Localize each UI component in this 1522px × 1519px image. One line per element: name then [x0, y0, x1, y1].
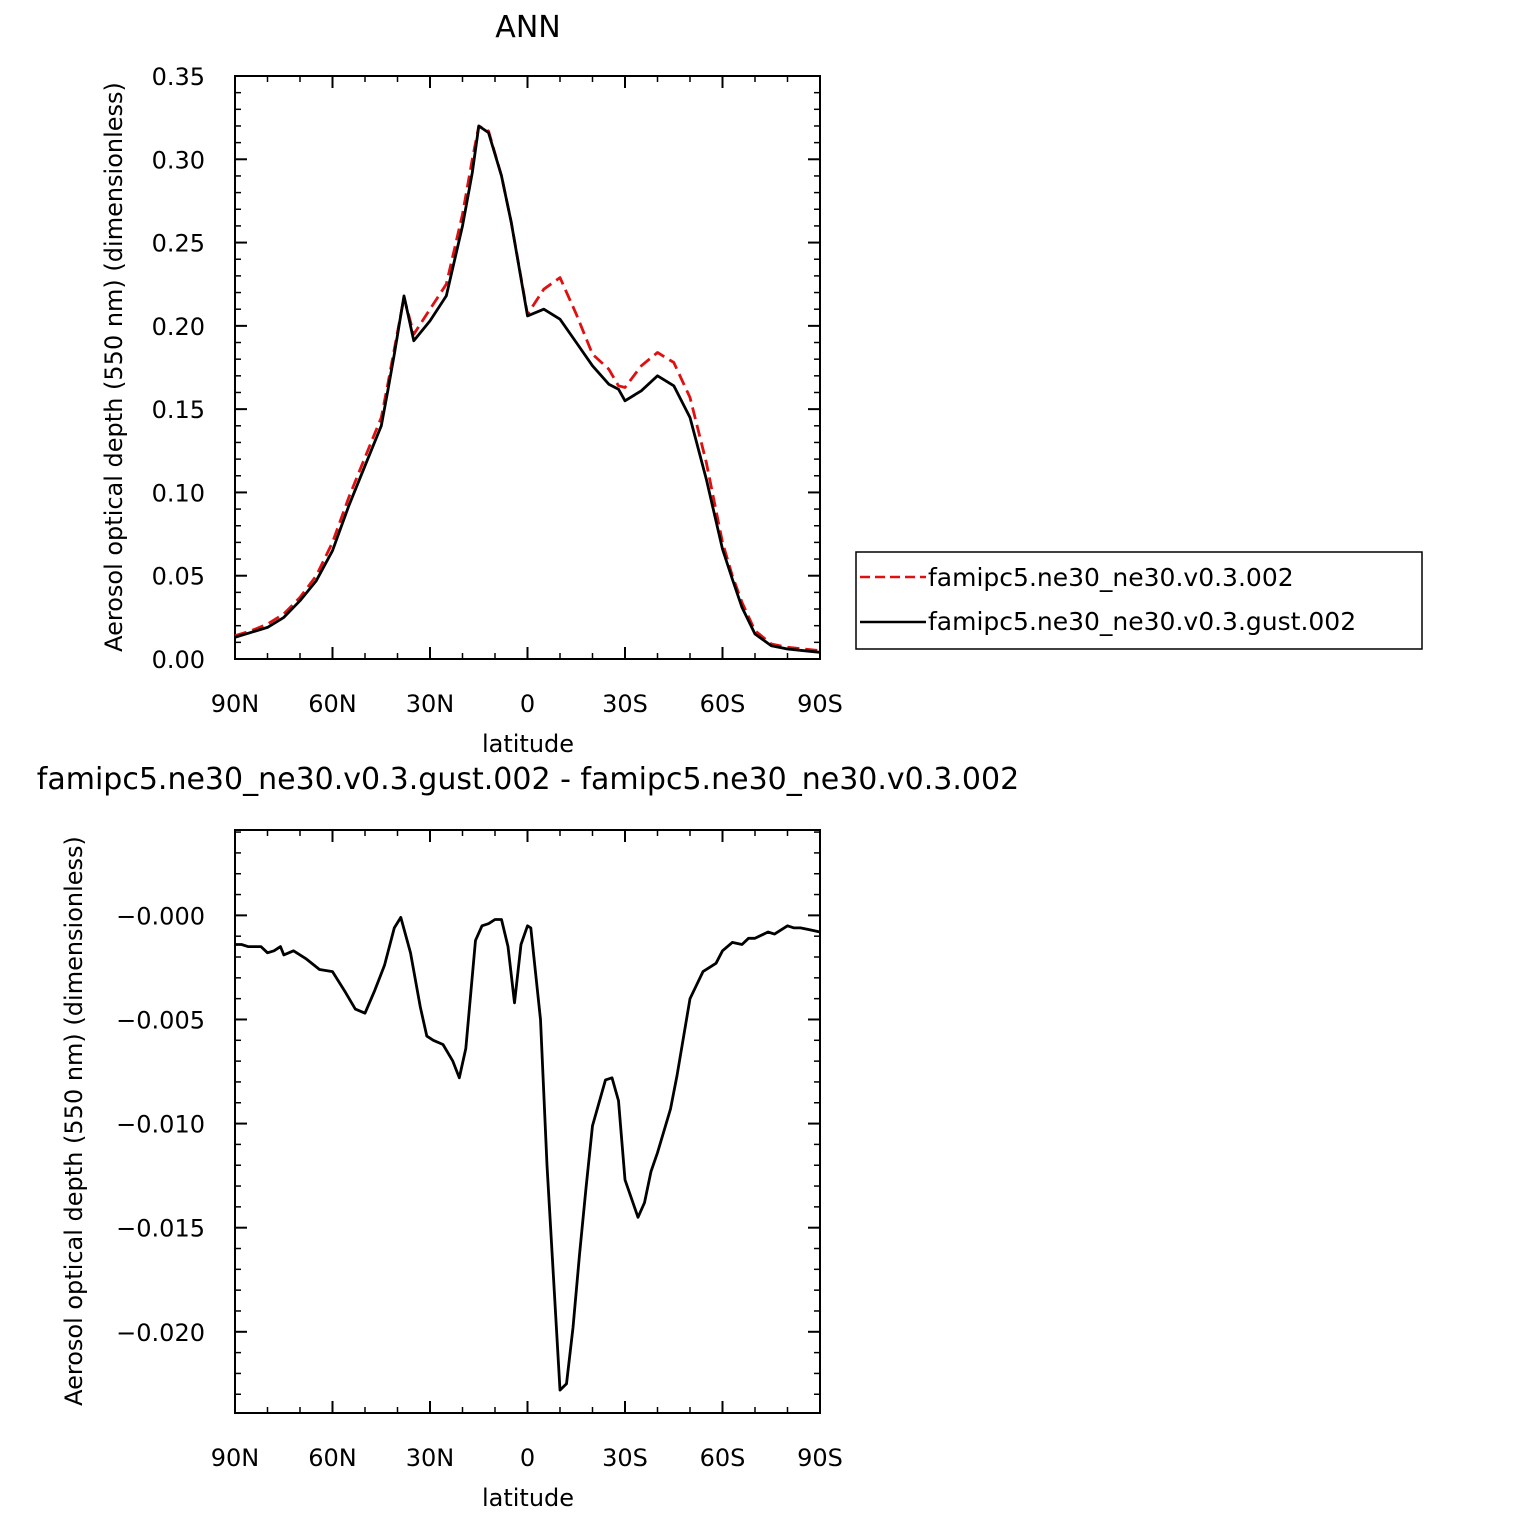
x-tick-label: 60S	[700, 1444, 746, 1472]
legend-box	[855, 551, 1423, 650]
y-tick-label: 0.30	[152, 146, 205, 174]
x-tick-label: 30N	[406, 1444, 455, 1472]
bottom-panel: famipc5.ne30_ne30.v0.3.gust.002 - famipc…	[37, 762, 1019, 1512]
bottom-y-tick-labels: −0.000 −0.005 −0.010 −0.015 −0.020	[116, 902, 205, 1346]
bottom-panel-title: famipc5.ne30_ne30.v0.3.gust.002 - famipc…	[37, 762, 1019, 797]
top-series-lines	[234, 124, 821, 654]
bottom-x-tick-labels: 90N 60N 30N 0 30S 60S 90S	[211, 1444, 843, 1472]
bottom-series-lines	[235, 916, 821, 1392]
bottom-y-axis-title: Aerosol optical depth (550 nm) (dimensio…	[60, 836, 88, 1406]
x-tick-label: 60N	[308, 1444, 357, 1472]
x-tick-label: 90S	[797, 1444, 843, 1472]
top-plot-area	[234, 75, 821, 660]
legend-label-gust: famipc5.ne30_ne30.v0.3.gust.002	[928, 607, 1356, 636]
y-tick-label: 0.00	[152, 646, 205, 674]
y-tick-label: 0.05	[152, 563, 205, 591]
x-tick-label: 0	[520, 690, 535, 718]
legend-label-control: famipc5.ne30_ne30.v0.3.002	[928, 563, 1294, 592]
y-tick-label: 0.35	[152, 63, 205, 91]
x-tick-label: 0	[520, 1444, 535, 1472]
x-tick-label: 90N	[211, 690, 260, 718]
series-line	[235, 916, 821, 1392]
top-y-tick-labels: 0.00 0.05 0.10 0.15 0.20 0.25 0.30 0.35	[152, 63, 205, 674]
y-tick-label: 0.20	[152, 313, 205, 341]
x-tick-label: 60S	[700, 690, 746, 718]
x-tick-label: 30S	[602, 690, 648, 718]
series-line	[234, 124, 821, 653]
top-panel: ANN 0.00 0.05 0.10 0.15 0.20 0.25 0.30 0.35 90N…	[100, 10, 843, 758]
series-line	[234, 124, 821, 654]
bottom-x-axis-title: latitude	[482, 1484, 574, 1512]
x-tick-label: 90N	[211, 1444, 260, 1472]
y-tick-label: 0.15	[152, 396, 205, 424]
x-tick-label: 60N	[308, 690, 357, 718]
top-panel-title: ANN	[495, 10, 560, 45]
top-axis-ticks	[234, 75, 821, 660]
legend: famipc5.ne30_ne30.v0.3.002 famipc5.ne30_…	[855, 551, 1423, 650]
top-y-axis-title: Aerosol optical depth (550 nm) (dimensio…	[100, 82, 128, 652]
y-tick-label: 0.10	[152, 479, 205, 507]
y-tick-label: −0.005	[116, 1006, 205, 1034]
bottom-plot-area	[234, 829, 821, 1414]
y-tick-label: −0.015	[116, 1215, 205, 1243]
y-tick-label: −0.010	[116, 1111, 205, 1139]
top-x-tick-labels: 90N 60N 30N 0 30S 60S 90S	[211, 690, 843, 718]
bottom-plot-frame	[234, 829, 821, 1414]
x-tick-label: 30S	[602, 1444, 648, 1472]
top-x-axis-title: latitude	[482, 730, 574, 758]
y-tick-label: −0.020	[116, 1319, 205, 1347]
x-tick-label: 30N	[406, 690, 455, 718]
y-tick-label: −0.000	[116, 902, 205, 930]
bottom-axis-ticks	[234, 830, 821, 1413]
y-tick-label: 0.25	[152, 230, 205, 258]
x-tick-label: 90S	[797, 690, 843, 718]
